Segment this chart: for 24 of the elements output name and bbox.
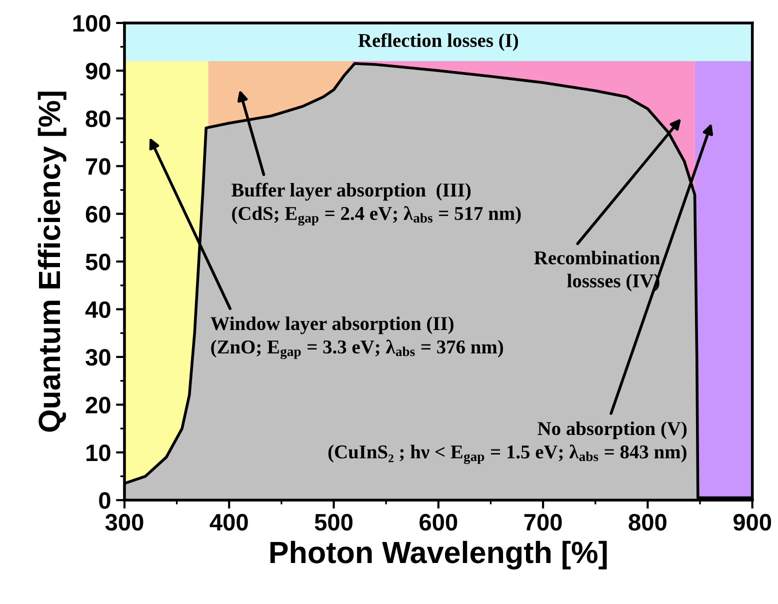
- y-tick-label: 100: [73, 15, 110, 32]
- annotation: Window layer absorption (II) (ZnO; E$_{gap}$ = 3.3 eV; λ$_{abs}$ = 376 nm): [210, 316, 504, 360]
- y-tick-label: 30: [86, 349, 110, 366]
- x-axis-title: Photon Wavelength [%]: [270, 540, 607, 570]
- y-axis-title: Quantum Efficiency [%]: [38, 92, 66, 432]
- x-tick-label: 600: [420, 514, 458, 531]
- y-tick-label: 40: [85, 301, 110, 318]
- text: No absorption (V) (CuInS₂ ; hν < E$_{gap}$ = 1.5 eV; λ$_{abs}$ = 843 nm): [328, 421, 687, 464]
- y-tick-label: 80: [86, 110, 110, 128]
- x-tick-label: 300: [105, 514, 144, 531]
- band-label: Reflection losses (I): [358, 33, 518, 51]
- x-tick-label: 500: [314, 514, 352, 531]
- x-tick-label: 700: [524, 514, 562, 531]
- y-tick-label: 10: [86, 444, 110, 462]
- y-tick-label: 90: [86, 62, 110, 80]
- x-tick-label: 800: [628, 514, 666, 531]
- x-tick-label: 400: [210, 514, 248, 531]
- annotation: Buffer layer absorption (III) (CdS; E$_{gap}$ = 2.4 eV; λ$_{abs}$ = 517 nm): [232, 182, 521, 226]
- y-tick-label: 60: [86, 206, 110, 223]
- x-tick-label: 900: [733, 514, 772, 531]
- y-tick-label: 0: [99, 492, 110, 509]
- y-tick-label: 20: [86, 396, 110, 414]
- y-tick-label: 70: [86, 158, 110, 175]
- y-tick-label: 50: [86, 254, 110, 270]
